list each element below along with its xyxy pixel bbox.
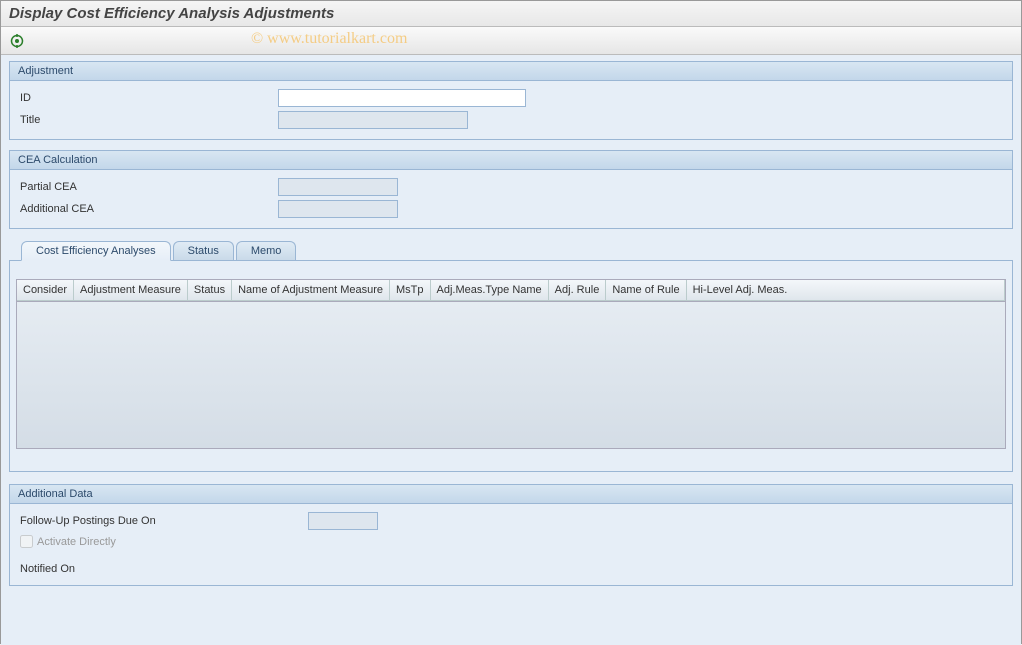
tabstrip: Cost Efficiency Analyses Status Memo [9, 241, 1013, 260]
execute-icon[interactable] [9, 33, 25, 49]
data-grid[interactable]: Consider Adjustment Measure Status Name … [16, 279, 1006, 449]
grid-header-row: Consider Adjustment Measure Status Name … [17, 280, 1005, 302]
title-label: Title [18, 114, 278, 126]
col-status[interactable]: Status [188, 280, 232, 301]
content-area: Adjustment ID Title CEA Calculation Part… [1, 55, 1021, 645]
watermark-text: © www.tutorialkart.com [251, 30, 407, 48]
adjustment-group-title: Adjustment [10, 62, 1012, 81]
col-hi-level-adj-meas[interactable]: Hi-Level Adj. Meas. [687, 280, 1005, 301]
partial-cea-field [278, 178, 398, 196]
followup-field [308, 512, 378, 530]
tab-container: Cost Efficiency Analyses Status Memo Con… [9, 241, 1013, 472]
col-adjustment-measure[interactable]: Adjustment Measure [74, 280, 188, 301]
cea-group: CEA Calculation Partial CEA Additional C… [9, 150, 1013, 229]
id-field[interactable] [278, 89, 526, 107]
col-name-adjustment-measure[interactable]: Name of Adjustment Measure [232, 280, 390, 301]
activate-directly-label: Activate Directly [37, 536, 116, 548]
title-field [278, 111, 468, 129]
additional-cea-field [278, 200, 398, 218]
tab-cost-efficiency[interactable]: Cost Efficiency Analyses [21, 241, 171, 261]
tab-memo[interactable]: Memo [236, 241, 297, 260]
adjustment-group: Adjustment ID Title [9, 61, 1013, 140]
activate-directly-row: Activate Directly [18, 532, 1004, 551]
col-adj-meas-type-name[interactable]: Adj.Meas.Type Name [431, 280, 549, 301]
activate-directly-checkbox [20, 535, 33, 548]
notified-on-label: Notified On [18, 563, 308, 575]
col-name-of-rule[interactable]: Name of Rule [606, 280, 686, 301]
tab-status[interactable]: Status [173, 241, 234, 260]
additional-data-group: Additional Data Follow-Up Postings Due O… [9, 484, 1013, 586]
partial-cea-label: Partial CEA [18, 181, 278, 193]
toolbar: © www.tutorialkart.com [1, 27, 1021, 55]
page-title: Display Cost Efficiency Analysis Adjustm… [1, 1, 1021, 27]
col-adj-rule[interactable]: Adj. Rule [549, 280, 607, 301]
cea-group-title: CEA Calculation [10, 151, 1012, 170]
id-label: ID [18, 92, 278, 104]
followup-label: Follow-Up Postings Due On [18, 515, 308, 527]
col-consider[interactable]: Consider [17, 280, 74, 301]
tab-panel: Consider Adjustment Measure Status Name … [9, 260, 1013, 472]
additional-data-title: Additional Data [10, 485, 1012, 504]
additional-cea-label: Additional CEA [18, 203, 278, 215]
col-mstp[interactable]: MsTp [390, 280, 431, 301]
